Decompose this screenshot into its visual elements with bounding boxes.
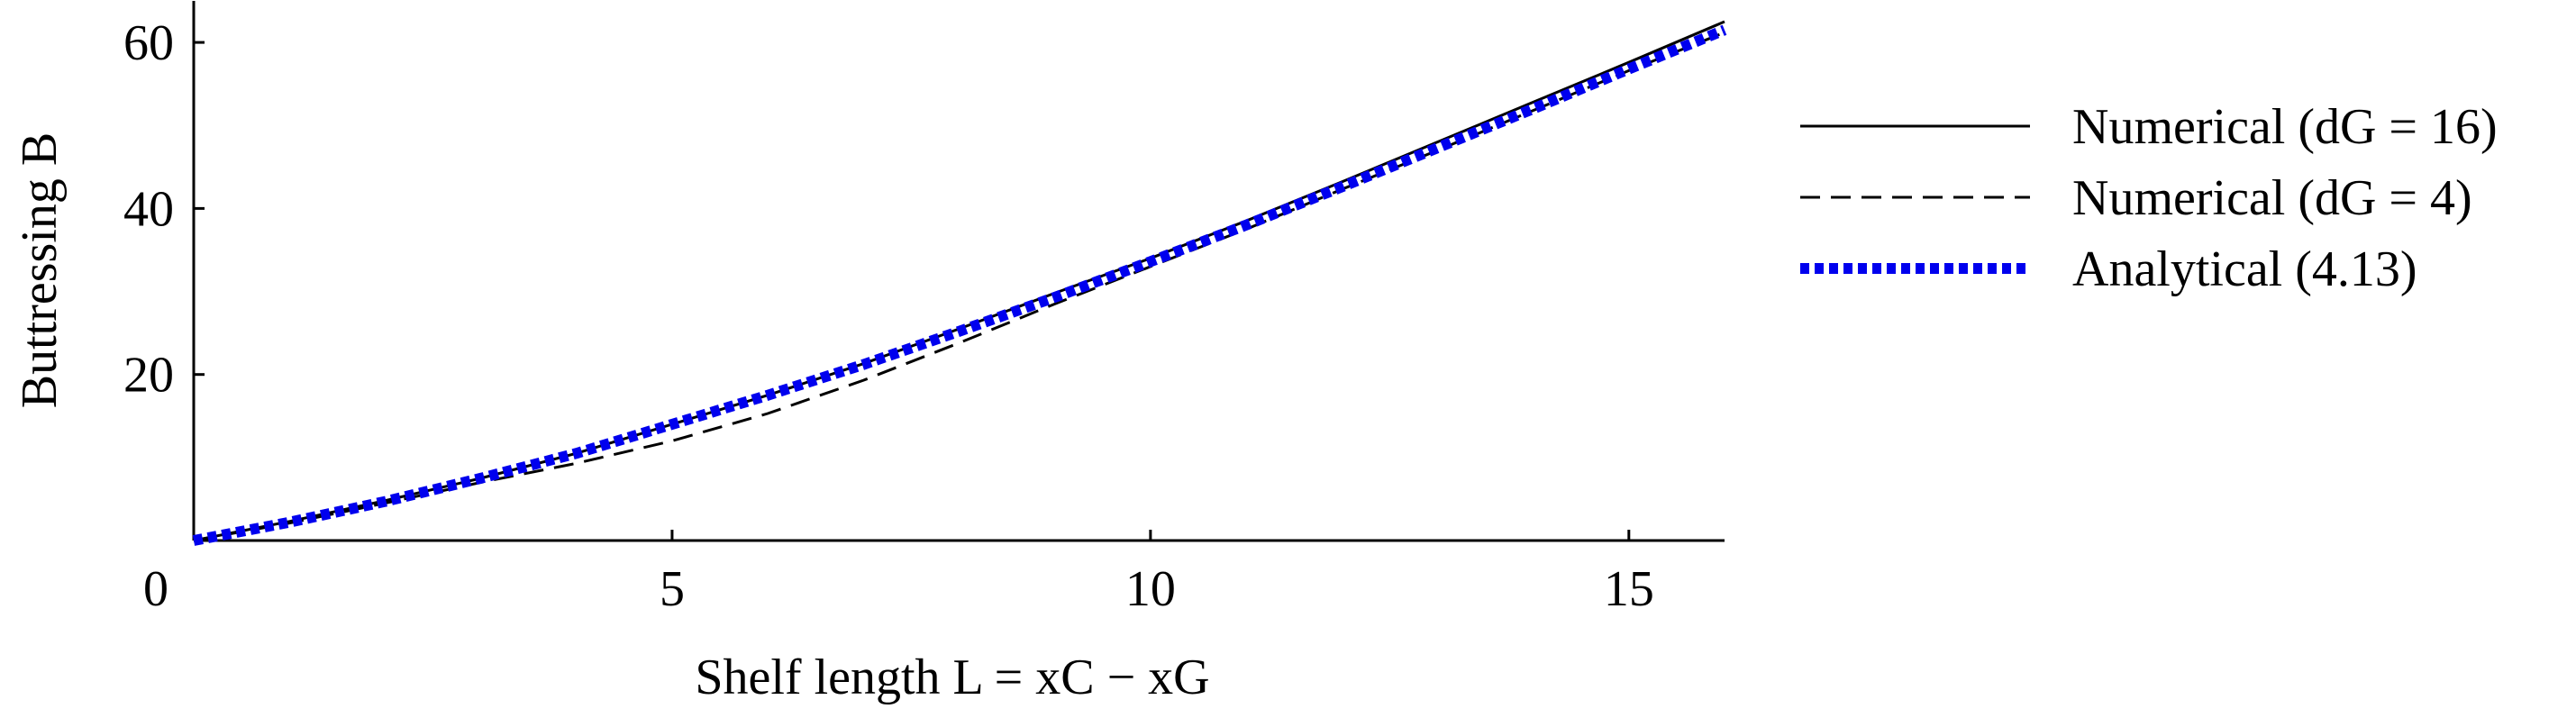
y-tick-label: 60: [123, 15, 174, 71]
legend-label: Numerical (dG = 16): [2072, 99, 2498, 155]
series-line: [192, 24, 1727, 546]
x-tick-label: 0: [143, 561, 168, 617]
y-axis-label: Buttressing B: [12, 132, 68, 408]
x-tick-label: 15: [1604, 561, 1654, 617]
legend-label: Analytical (4.13): [2072, 241, 2417, 297]
y-tick-label: 40: [123, 181, 174, 237]
x-tick-label: 5: [660, 561, 685, 617]
series-line: [193, 31, 1725, 542]
series-line: [193, 20, 1725, 542]
x-axis-label: Shelf length L = xC − xG: [695, 650, 1209, 705]
legend-label: Numerical (dG = 4): [2072, 170, 2472, 226]
x-tick-label: 10: [1125, 561, 1176, 617]
y-tick-label: 20: [123, 348, 174, 404]
